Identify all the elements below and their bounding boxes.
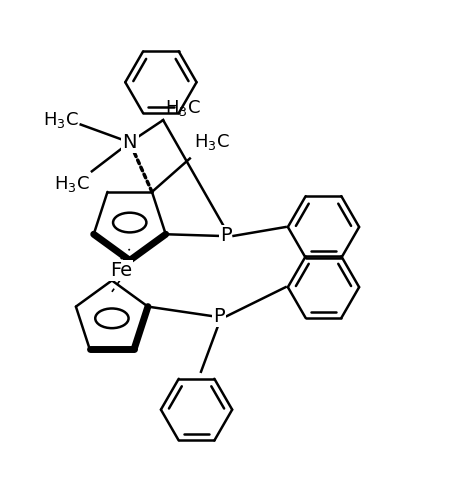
Text: $\mathregular{H_3C}$: $\mathregular{H_3C}$ [166, 98, 201, 118]
Text: $\mathregular{H_3C}$: $\mathregular{H_3C}$ [54, 174, 90, 194]
Text: P: P [220, 226, 231, 245]
Text: N: N [123, 133, 137, 152]
Text: $\mathregular{H_3C}$: $\mathregular{H_3C}$ [194, 132, 230, 152]
Text: $\mathregular{H_3C}$: $\mathregular{H_3C}$ [43, 110, 78, 130]
Text: Fe: Fe [110, 261, 132, 280]
Text: P: P [213, 307, 225, 325]
